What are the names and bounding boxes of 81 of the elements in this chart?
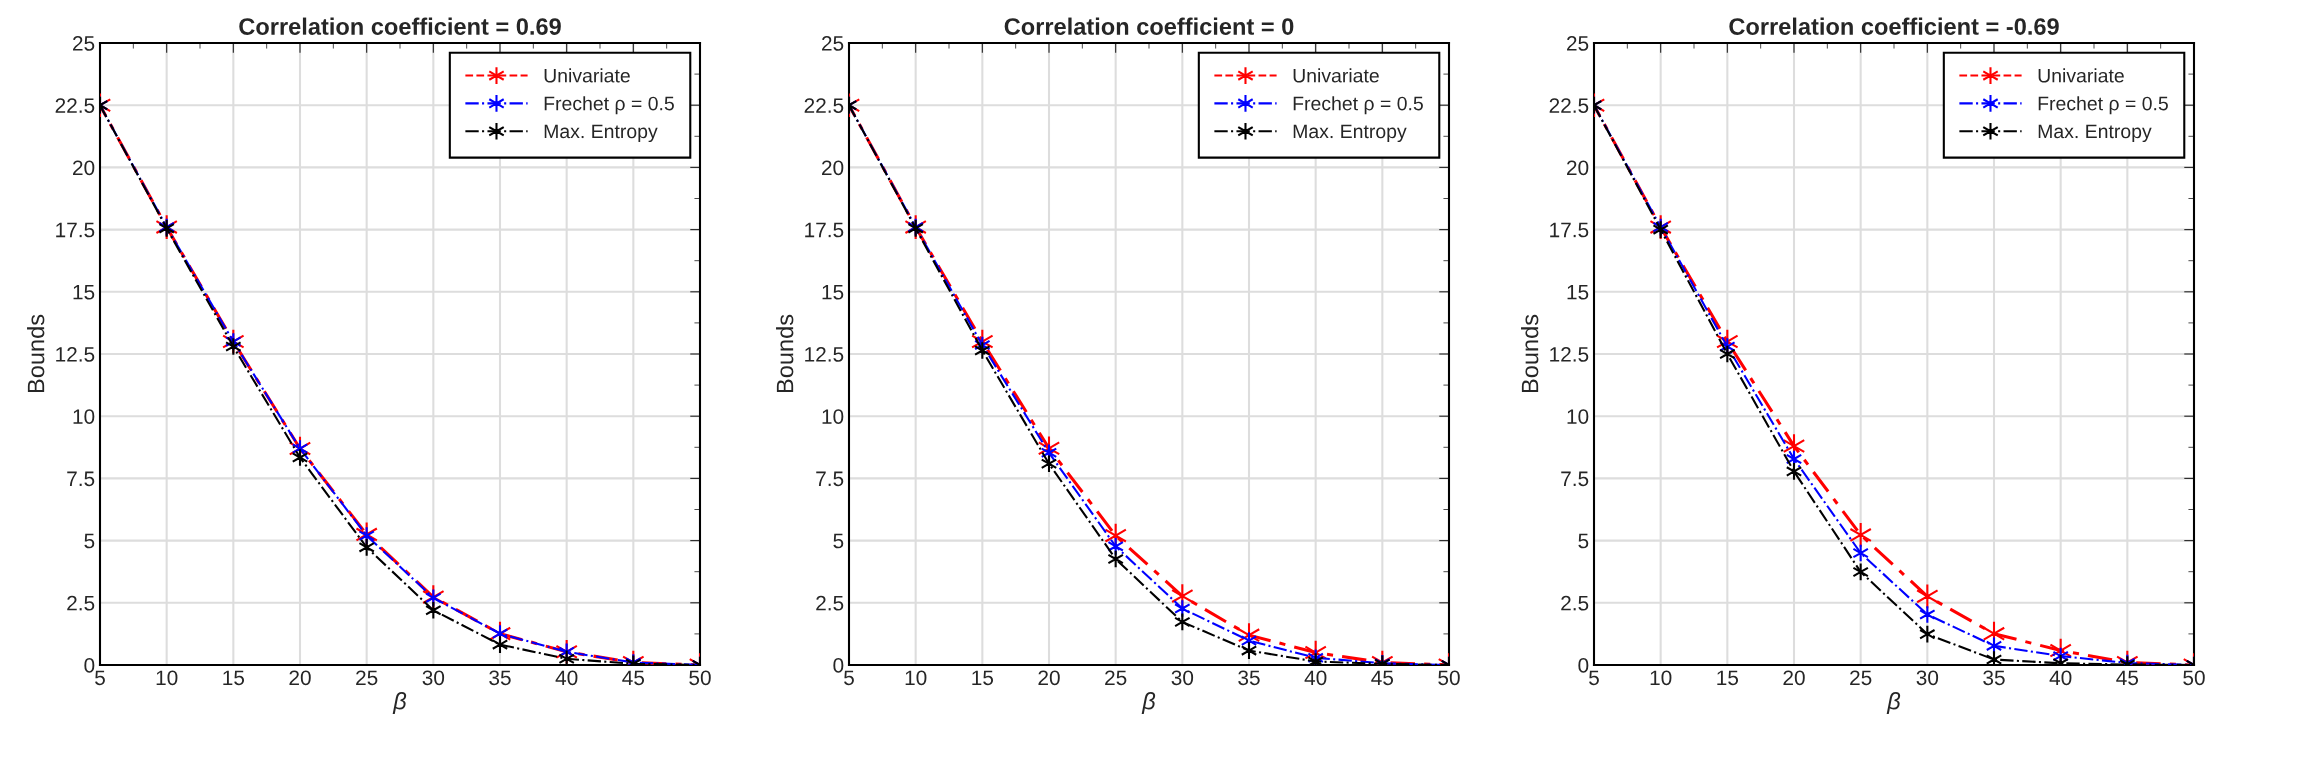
y-tick-label: 15	[73, 285, 95, 300]
y-tick-label: 12.5	[805, 347, 844, 362]
x-tick-label: 40	[2049, 670, 2072, 686]
y-tick-label: 2.5	[67, 595, 95, 611]
x-tick-label: 30	[1916, 670, 1939, 686]
x-tick-label: 50	[689, 670, 711, 686]
y-tick-label: 22.5	[55, 98, 95, 113]
y-axis-title: Bounds	[776, 314, 794, 393]
y-tick-label: 20	[73, 160, 95, 176]
y-tick-label: 5	[833, 533, 844, 549]
x-tick-label: 40	[1304, 670, 1327, 686]
y-axis-title: Bounds	[27, 314, 45, 393]
legend-label: Univariate	[544, 68, 630, 83]
y-tick-label: 10	[822, 409, 844, 424]
x-tick-label: 5	[844, 670, 854, 686]
legend-label: Frechet ρ = 0.5	[1293, 96, 1423, 115]
chart-title: Correlation coefficient = -0.69	[1729, 17, 2059, 35]
x-tick-label: 25	[1105, 670, 1127, 686]
y-tick-label: 22.5	[804, 98, 844, 113]
x-tick-label: 15	[972, 670, 994, 686]
x-tick-label: 50	[2183, 670, 2205, 686]
chart-title: Correlation coefficient = 0.69	[239, 17, 561, 35]
y-tick-label: 0	[84, 658, 95, 673]
x-tick-label: 35	[1238, 670, 1260, 686]
legend-label: Frechet ρ = 0.5	[544, 96, 674, 115]
y-tick-label: 5	[1578, 533, 1589, 549]
x-tick-label: 5	[95, 670, 105, 686]
y-tick-label: 0	[833, 658, 844, 673]
x-tick-label: 10	[1650, 670, 1672, 686]
y-tick-label: 15	[822, 285, 844, 300]
y-tick-label: 2.5	[816, 595, 844, 611]
x-tick-label: 20	[1783, 670, 1805, 686]
x-tick-label: 30	[422, 670, 445, 686]
y-tick-label: 17.5	[56, 222, 95, 238]
x-tick-label: 35	[489, 670, 511, 686]
x-tick-label: 15	[223, 670, 245, 686]
y-axis-title: Bounds	[1521, 314, 1539, 393]
legend-label: Max. Entropy	[1293, 124, 1407, 143]
y-tick-label: 2.5	[1561, 595, 1589, 611]
x-tick-label: 20	[1038, 670, 1060, 686]
x-tick-label: 50	[1438, 670, 1460, 686]
y-tick-label: 12.5	[1550, 347, 1589, 362]
y-tick-label: 12.5	[56, 347, 95, 362]
y-tick-label: 7.5	[816, 471, 844, 487]
legend-label: Univariate	[2038, 68, 2124, 83]
y-tick-label: 22.5	[1549, 98, 1589, 113]
x-tick-label: 25	[356, 670, 378, 686]
y-tick-label: 17.5	[805, 222, 844, 238]
y-tick-label: 20	[1567, 160, 1589, 176]
legend-label: Univariate	[1293, 68, 1379, 83]
y-tick-label: 10	[73, 409, 95, 424]
x-tick-label: 45	[1371, 670, 1394, 686]
x-tick-label: 30	[1171, 670, 1194, 686]
x-tick-label: 35	[1983, 670, 2005, 686]
chart-title: Correlation coefficient = 0	[1004, 17, 1294, 35]
x-tick-label: 20	[289, 670, 311, 686]
x-axis-title: β	[392, 692, 407, 715]
y-tick-label: 15	[1567, 285, 1589, 300]
legend-label: Max. Entropy	[544, 124, 658, 143]
x-axis-title: β	[1141, 692, 1156, 715]
x-tick-label: 10	[905, 670, 927, 686]
x-tick-label: 45	[2116, 670, 2139, 686]
y-tick-label: 10	[1567, 409, 1589, 424]
y-tick-label: 20	[822, 160, 844, 176]
legend-label: Frechet ρ = 0.5	[2038, 96, 2168, 115]
x-tick-label: 5	[1589, 670, 1599, 686]
y-tick-label: 7.5	[67, 471, 95, 487]
y-tick-label: 7.5	[1561, 471, 1589, 487]
x-tick-label: 40	[555, 670, 578, 686]
y-tick-label: 25	[73, 36, 95, 51]
y-tick-label: 25	[822, 36, 844, 51]
x-tick-label: 45	[622, 670, 645, 686]
legend-label: Max. Entropy	[2038, 124, 2152, 143]
x-tick-label: 10	[156, 670, 178, 686]
x-tick-label: 25	[1850, 670, 1872, 686]
y-tick-label: 5	[84, 533, 95, 549]
x-axis-title: β	[1886, 692, 1901, 715]
x-tick-label: 15	[1717, 670, 1739, 686]
y-tick-label: 25	[1567, 36, 1589, 51]
y-tick-label: 0	[1578, 658, 1589, 673]
y-tick-label: 17.5	[1550, 222, 1589, 238]
